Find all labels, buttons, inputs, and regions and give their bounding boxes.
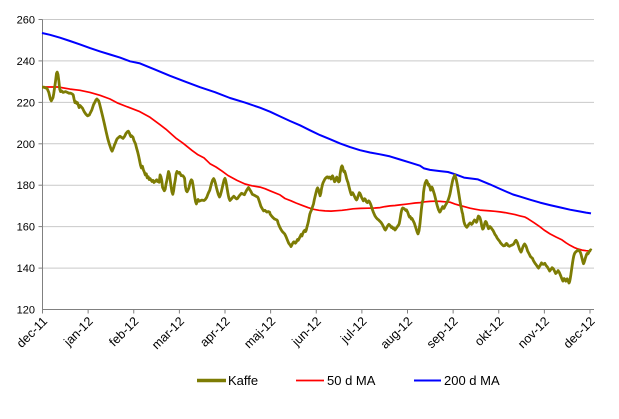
svg-text:240: 240 [17,56,35,68]
svg-text:200 d MA: 200 d MA [444,373,500,388]
svg-text:260: 260 [17,15,35,27]
svg-text:200: 200 [17,139,35,151]
svg-text:160: 160 [17,222,35,234]
svg-text:140: 140 [17,263,35,275]
svg-text:50 d MA: 50 d MA [327,373,376,388]
svg-text:180: 180 [17,180,35,192]
svg-text:Kaffe: Kaffe [228,373,258,388]
svg-text:120: 120 [17,305,35,317]
svg-text:220: 220 [17,97,35,109]
